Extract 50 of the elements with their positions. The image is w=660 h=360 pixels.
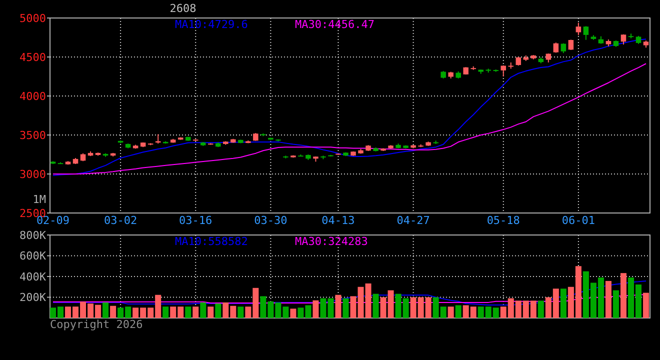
x-tick-label: 05-18 <box>486 214 520 227</box>
bar <box>215 303 222 318</box>
line-series <box>52 63 646 174</box>
bar <box>192 306 199 318</box>
bar <box>162 306 169 318</box>
x-tick-label: 04-13 <box>322 214 355 227</box>
bar <box>208 306 214 318</box>
bar <box>238 306 244 318</box>
y-tick-label: 3500 <box>20 128 46 142</box>
y-tick-label: 3000 <box>20 168 46 181</box>
y-tick-label: 400K <box>20 270 46 284</box>
text: MA10:4729.6 <box>175 18 248 31</box>
bar <box>185 306 192 318</box>
bar <box>538 300 544 318</box>
y-tick-label: 5000 <box>20 12 46 25</box>
y-tick-label: 4500 <box>20 50 46 64</box>
y-tick-label: 4000 <box>20 90 46 103</box>
candlestick <box>576 22 582 36</box>
bar <box>448 306 454 318</box>
x-tick-label: 03-02 <box>104 214 138 227</box>
chart-title: 2608 <box>170 2 196 15</box>
bar <box>342 298 349 318</box>
x-tick-label: 06-01 <box>562 214 596 227</box>
candlestick <box>583 26 589 40</box>
x-tick-label: 03-30 <box>254 214 288 227</box>
candlestick <box>155 134 161 144</box>
y-tick-label: 800K <box>20 228 46 242</box>
y-tick-label: 600K <box>20 250 46 263</box>
annotation: Copyright 2026 <box>50 318 143 331</box>
bar <box>455 305 462 318</box>
bar <box>642 292 649 318</box>
x-tick-label: 03-16 <box>179 214 212 227</box>
text: MA30:324283 <box>295 235 368 248</box>
bar <box>110 306 116 318</box>
bar <box>372 294 379 318</box>
bar <box>612 290 619 318</box>
text: MA30:4456.47 <box>295 18 374 31</box>
text: 1M <box>32 193 46 206</box>
bar <box>335 294 342 318</box>
x-tick-label: 04-27 <box>396 214 430 227</box>
bar <box>312 300 319 318</box>
bar <box>200 302 206 318</box>
candlestick <box>568 39 574 50</box>
text: MA10:558582 <box>175 235 248 248</box>
bar <box>620 273 626 318</box>
bar <box>102 302 109 318</box>
bar <box>605 280 612 318</box>
bar <box>560 288 566 318</box>
y-tick-label: 200K <box>20 291 46 304</box>
bar <box>290 308 296 318</box>
